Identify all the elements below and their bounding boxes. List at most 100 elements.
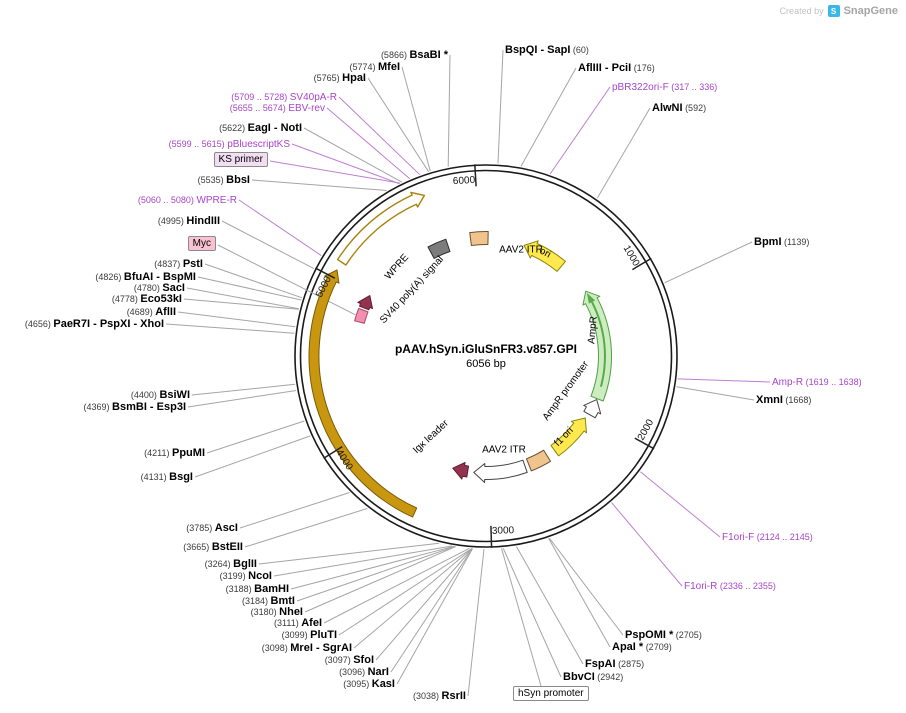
feature-label-igk-leader[interactable]: Igκ leader [411, 418, 451, 456]
enzyme-label-pspomi[interactable]: PspOMI * (2705) [625, 627, 702, 643]
enzyme-label-hindiii[interactable]: (4995) HindIII [158, 213, 220, 229]
enzyme-label-xmni[interactable]: XmnI (1668) [756, 392, 811, 408]
primer-label-pbr322ori-f[interactable]: pBR322ori-F (317 .. 336) [612, 79, 717, 96]
site-position: (5622) [219, 123, 248, 133]
enzyme-label-afei[interactable]: (3111) AfeI [274, 615, 322, 631]
boxed-label-myc[interactable]: Myc [187, 236, 216, 251]
enzyme-label-aflii[interactable]: (4689) AflII [127, 304, 176, 320]
enzyme-label-mrei-sgrai[interactable]: (3098) MreI - SgrAI [262, 640, 352, 656]
enzyme-label-bbsi[interactable]: (5535) BbsI [198, 172, 250, 188]
enzyme-label-bsiwi[interactable]: (4400) BsiWI [131, 387, 190, 403]
enzyme-label-bglii[interactable]: (3264) BglII [205, 556, 257, 572]
enzyme-label-bpmi[interactable]: BpmI (1139) [754, 234, 809, 250]
primer-label-wpre-r[interactable]: (5060 .. 5080) WPRE-R [138, 192, 237, 209]
feature-aav2-itr-top[interactable] [469, 230, 489, 246]
enzyme-label-hpai[interactable]: (5765) HpaI [314, 70, 366, 86]
enzyme-label-rsrii[interactable]: (3038) RsrII [413, 688, 466, 704]
leader-line-ncoi [273, 545, 453, 577]
primer-label-sv40pa-r[interactable]: (5709 .. 5728) SV40pA-R [231, 89, 337, 106]
enzyme-label-apai[interactable]: ApaI * (2709) [612, 639, 672, 655]
enzyme-label-bsteii[interactable]: (3665) BstEII [183, 539, 243, 555]
enzyme-label-bbvci[interactable]: BbvCI (2942) [563, 669, 623, 685]
site-position: (3180) [250, 607, 280, 617]
leader-line-bamhi [290, 545, 455, 590]
feature-igk-leader[interactable] [452, 462, 470, 480]
site-position: (4211) [144, 448, 172, 458]
enzyme-label-alwni[interactable]: AlwNI (592) [652, 100, 706, 116]
leader-line-wpre-r [238, 199, 322, 256]
site-name: BamHI [254, 583, 289, 595]
enzyme-label-bamhi[interactable]: (3188) BamHI [226, 581, 289, 597]
leader-line-eagi-noti [303, 127, 403, 183]
enzyme-label-ppumi[interactable]: (4211) PpuMI [144, 445, 205, 461]
enzyme-label-mfei[interactable]: (5774) MfeI [349, 59, 400, 75]
site-name: NheI [279, 606, 303, 618]
enzyme-label-bspqi-sapi[interactable]: BspQI - SapI (60) [505, 42, 589, 58]
leader-line-bpmi [664, 241, 753, 284]
feature-label-sv40-polya-signal[interactable]: SV40 poly(A) signal [378, 254, 446, 326]
enzyme-label-bsabi[interactable]: (5866) BsaBI * [381, 47, 448, 63]
tick-label-5000: 5000 [314, 274, 335, 299]
feature-transgene-cds[interactable] [308, 269, 418, 518]
primer-label-f1ori-r[interactable]: F1ori-R (2336 .. 2355) [684, 578, 776, 595]
leader-line-bbsi [251, 179, 387, 191]
enzyme-label-afliii-pcii[interactable]: AflIII - PciI (176) [578, 60, 655, 76]
primer-label-amp-r[interactable]: Amp-R (1619 .. 1638) [772, 374, 862, 391]
leader-line-bbvci [502, 547, 562, 678]
enzyme-label-bsmbi-esp3i[interactable]: (4369) BsmBI - Esp3I [84, 399, 187, 415]
feature-myc-tag[interactable] [354, 307, 369, 324]
feature-ori[interactable] [523, 240, 566, 272]
feature-hsyn-promoter-arrow[interactable] [473, 459, 528, 483]
feature-label-f1-ori[interactable]: f1 ori [552, 425, 576, 449]
site-position: (176) [631, 63, 655, 73]
enzyme-label-bsgi[interactable]: (4131) BsgI [141, 469, 193, 485]
site-position: (1139) [781, 237, 810, 247]
primer-label-ks-primer[interactable]: KS primer [213, 152, 268, 167]
feature-ampr-promoter[interactable] [583, 399, 602, 419]
site-name: PluTI [310, 629, 337, 641]
feature-f1-ori[interactable] [550, 417, 587, 457]
feature-gpi-signal[interactable] [357, 295, 373, 311]
feature-wpre[interactable] [336, 191, 426, 266]
primer-label-ebv-rev[interactable]: (5655 .. 5674) EBV-rev [230, 100, 325, 117]
boxed-label-hsyn-promoter[interactable]: hSyn promoter [513, 686, 589, 701]
feature-label-aav2-itr-top[interactable]: AAV2 ITR [499, 244, 543, 256]
enzyme-label-kasi[interactable]: (3095) KasI [343, 676, 395, 692]
enzyme-label-sfoi[interactable]: (3097) SfoI [325, 652, 374, 668]
enzyme-label-pluti[interactable]: (3099) PluTI [282, 627, 337, 643]
site-position: (4995) [157, 216, 187, 226]
leader-line-fspai [516, 546, 584, 665]
leader-line-psti [204, 263, 303, 299]
enzyme-label-asci[interactable]: (3785) AscI [186, 520, 238, 536]
leader-line-hpai [367, 77, 430, 172]
enzyme-label-saci[interactable]: (4780) SacI [134, 280, 185, 296]
site-name: SV40pA-R [289, 92, 337, 103]
primer-label-f1ori-f[interactable]: F1ori-F (2124 .. 2145) [722, 529, 813, 546]
site-name: AscI [214, 522, 238, 534]
enzyme-label-nari[interactable]: (3096) NarI [339, 664, 389, 680]
enzyme-label-bmti[interactable]: (3184) BmtI [242, 593, 295, 609]
feature-label-wpre[interactable]: WPRE [382, 252, 412, 282]
enzyme-label-paer7i-pspxi-xhoi[interactable]: (4656) PaeR7I - PspXI - XhoI [25, 316, 164, 332]
site-position: (2336 .. 2355) [717, 581, 776, 591]
feature-label-ampr[interactable]: AmpR [586, 315, 600, 345]
leader-line-saci [186, 287, 299, 310]
feature-aav2-itr-bottom[interactable] [526, 449, 551, 472]
leader-line-nhei [304, 546, 456, 613]
enzyme-label-ncoi[interactable]: (3199) NcoI [220, 568, 272, 584]
enzyme-label-nhei[interactable]: (3180) NheI [251, 604, 303, 620]
feature-label-aav2-itr-bottom[interactable]: AAV2 ITR [482, 444, 526, 456]
feature-ampr-direction-arrow [591, 301, 606, 388]
feature-sv40-polya-signal[interactable] [427, 238, 451, 259]
enzyme-label-psti[interactable]: (4837) PstI [154, 256, 203, 272]
site-position: (5655 .. 5674) [229, 103, 289, 113]
enzyme-label-eagi-noti[interactable]: (5622) EagI - NotI [219, 120, 302, 136]
primer-label-pbluescriptks[interactable]: (5599 .. 5615) pBluescriptKS [169, 136, 290, 153]
enzyme-label-fspai[interactable]: FspAI (2875) [585, 656, 644, 672]
site-position: (5599 .. 5615) [168, 139, 228, 149]
site-name: MfeI [378, 61, 400, 73]
enzyme-label-bfuai-bspmi[interactable]: (4826) BfuAI - BspMI [95, 269, 196, 285]
enzyme-label-eco53ki[interactable]: (4778) Eco53kI [112, 291, 182, 307]
site-name: Eco53kI [140, 293, 182, 305]
leader-line-hsyn-promoter [501, 548, 542, 687]
